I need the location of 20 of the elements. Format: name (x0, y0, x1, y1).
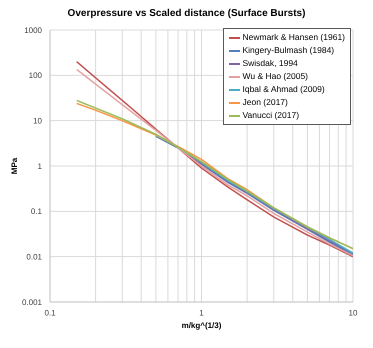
y-tick-label: 100 (28, 71, 43, 80)
legend-label: Wu & Hao (2005) (242, 70, 308, 83)
legend-label: Newmark & Hansen (1961) (242, 31, 345, 44)
chart-title: Overpressure vs Scaled distance (Surface Bursts) (66, 8, 306, 21)
legend-label: Iqbal & Ahmad (2009) (242, 83, 325, 96)
legend-label: Jeon (2017) (242, 96, 288, 109)
y-tick-label: 0.1 (30, 207, 43, 216)
y-tick-label: 10 (33, 116, 43, 126)
legend-label: Vanucci (2017) (242, 109, 300, 122)
y-tick-label: 0.001 (22, 298, 43, 307)
x-tick-label: 0.1 (44, 308, 56, 318)
legend-label: Kingery-Bulmash (1984) (242, 44, 334, 57)
x-tick-label: 10 (348, 308, 358, 318)
y-tick-label: 0.01 (26, 252, 43, 262)
y-tick-label: 1 (38, 162, 43, 171)
y-tick-label: 1000 (24, 26, 43, 35)
x-axis-title: m/kg^(1/3) (182, 321, 222, 330)
y-axis-title: MPa (10, 157, 19, 174)
x-tick-label: 1 (199, 308, 204, 318)
legend-label: Swisdak, 1994 (242, 57, 298, 70)
